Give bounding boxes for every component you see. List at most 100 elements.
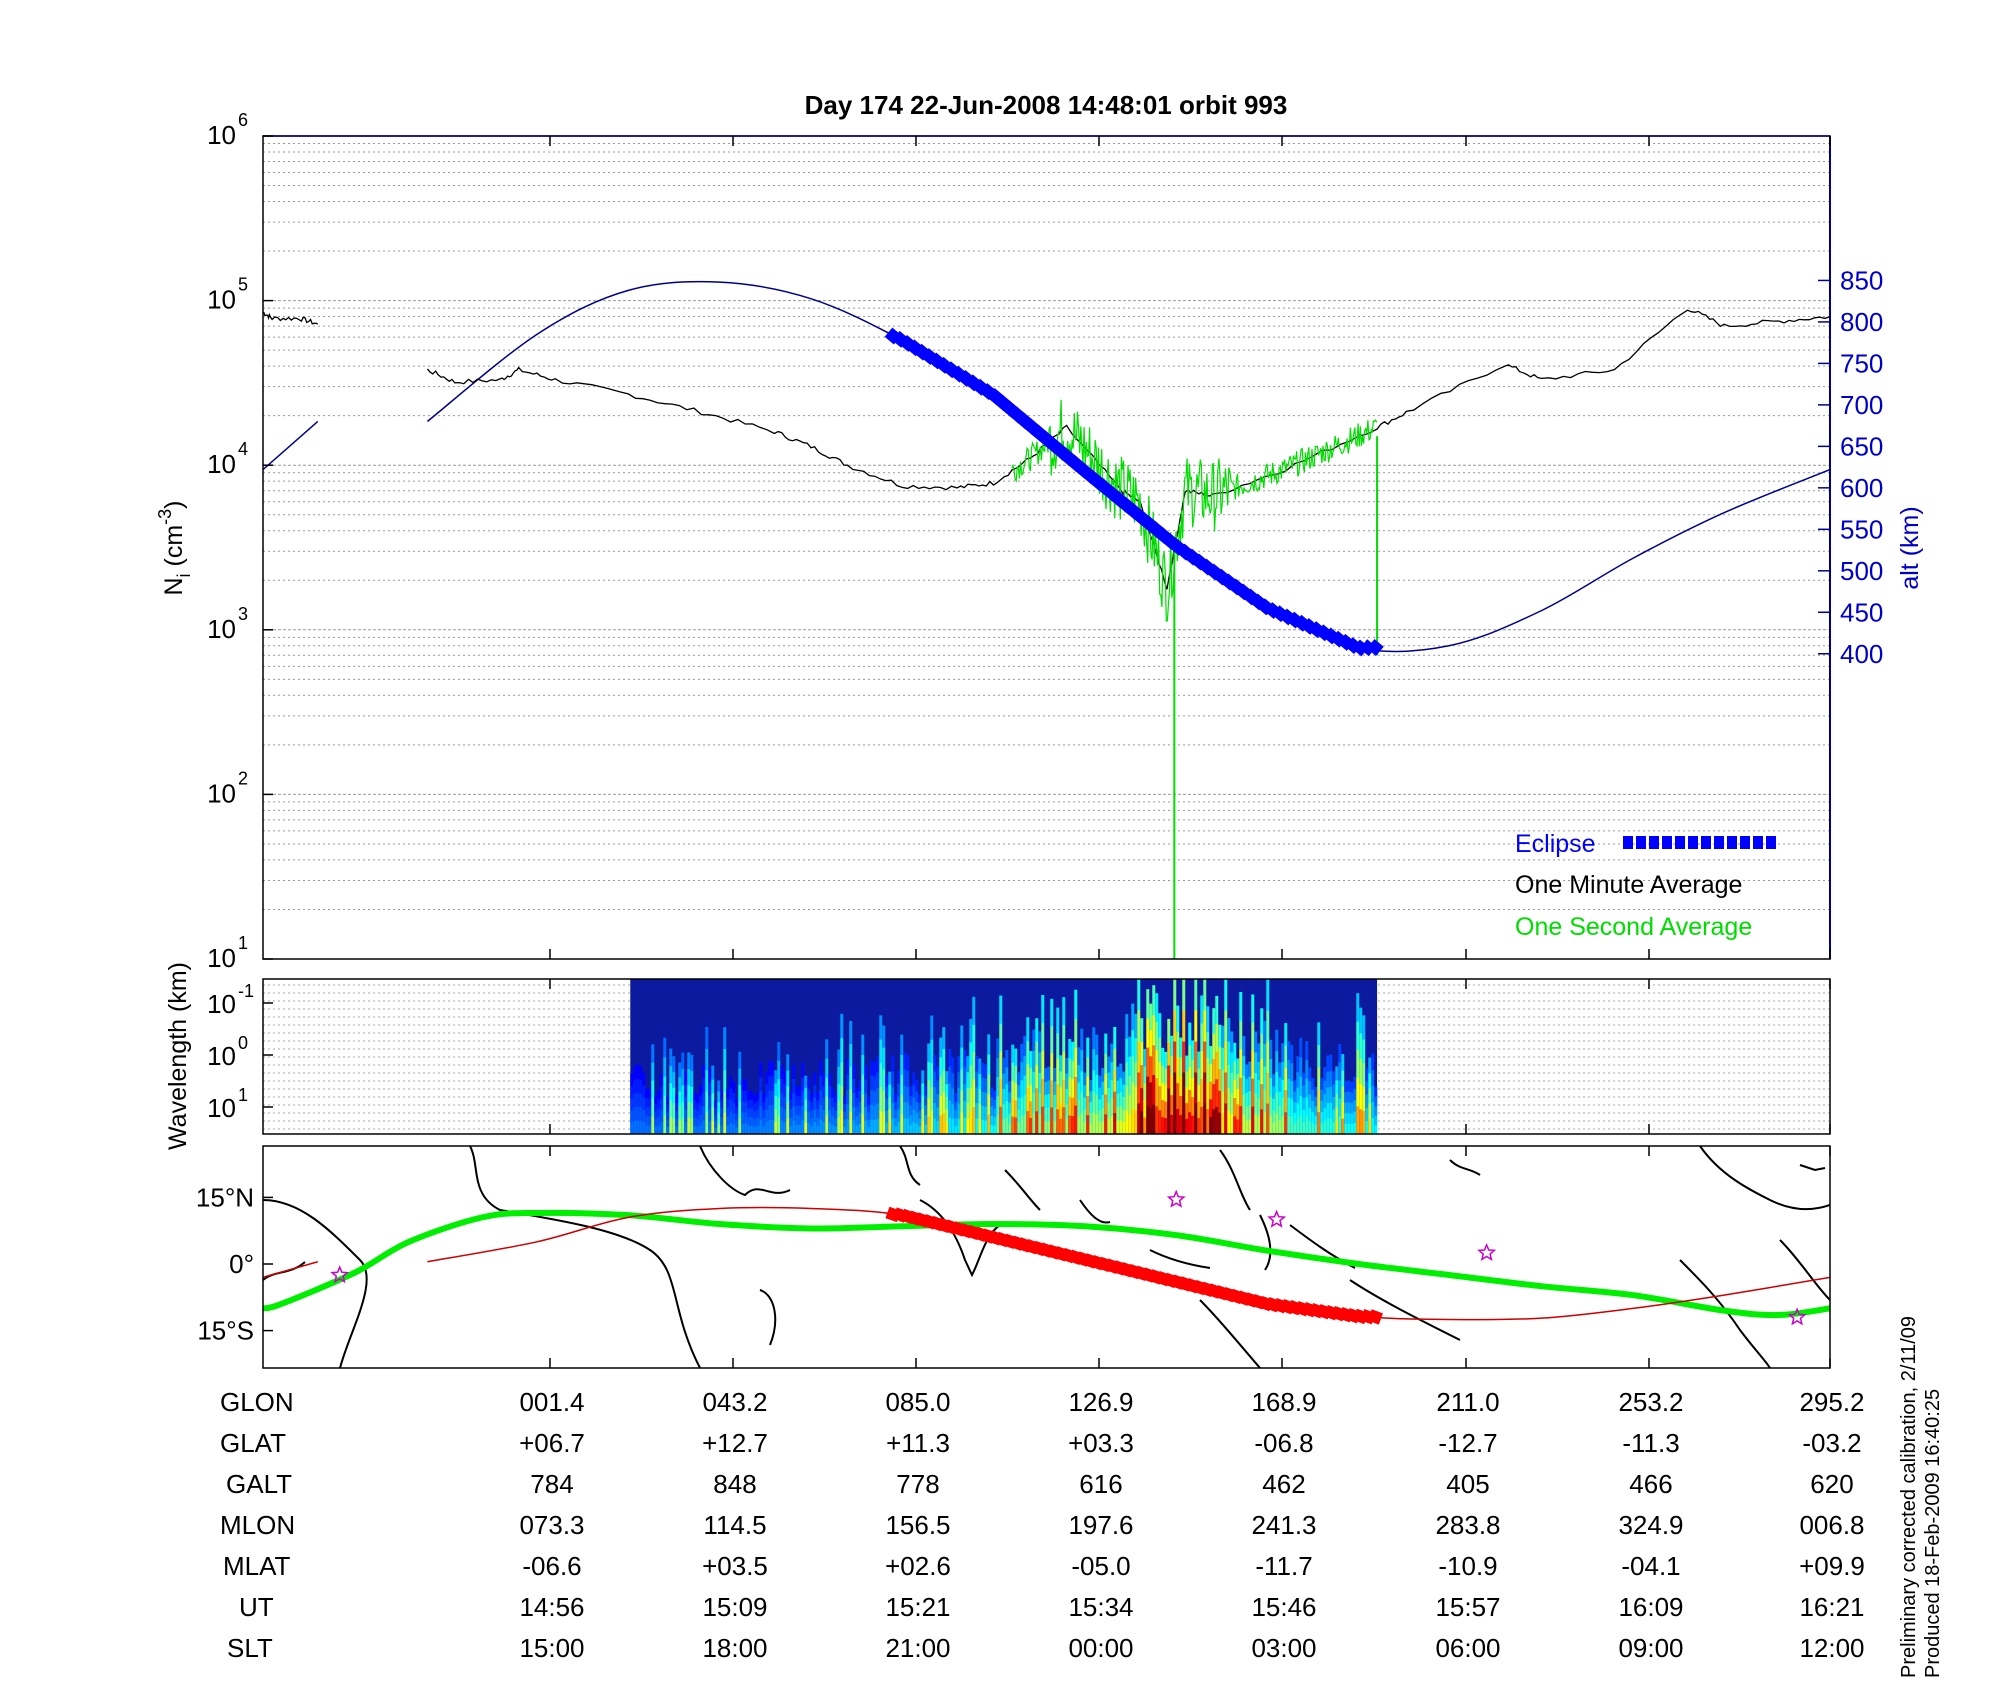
spec-column [1362,1110,1366,1135]
spec-column [1122,1071,1126,1085]
spec-column [1359,1108,1363,1135]
spec-column [930,1086,934,1111]
spec-column [1146,989,1150,1019]
spec-column [1146,1047,1150,1077]
spec-column [1146,1105,1150,1135]
spec-column [864,1079,868,1094]
spec-column [1092,1048,1096,1071]
spec-column [783,1071,787,1085]
spec-column [975,1055,979,1072]
spec-column [1350,1081,1354,1093]
table-cell: +09.9 [1799,1551,1865,1581]
spec-column [1170,1094,1174,1115]
spec-column [1116,1093,1120,1108]
spec-column [993,1099,997,1109]
spec-column [963,1066,967,1085]
spec-column [1263,1020,1267,1045]
spec-column [798,1095,802,1106]
spec-column [1053,1120,1057,1135]
table-cell: -06.6 [522,1551,581,1581]
spec-column [900,1054,904,1075]
spec-column [912,1121,916,1135]
spec-column [648,1124,652,1135]
spec-column [1026,1110,1030,1135]
spec-column [843,1118,847,1127]
spec-column [1236,1103,1240,1120]
spec-column [1293,1080,1297,1092]
spec-column [789,1091,793,1101]
spec-column [1344,1123,1348,1135]
spec-column [765,1121,769,1135]
spec-column [981,1105,985,1121]
spec-column [807,1077,811,1090]
spec-column [675,1118,679,1127]
spec-column [1299,1076,1303,1096]
spec-column [1056,1032,1060,1059]
spec-column [846,1074,850,1090]
spec-column [717,1080,721,1092]
spec-column [945,1108,949,1122]
spec-column [825,1039,829,1059]
spec-column [1326,1102,1330,1119]
spec-column [1212,1108,1216,1135]
spec-column [1194,979,1198,1011]
spec-column [1278,1062,1282,1078]
spec-column [792,1078,796,1093]
spec-column [1050,998,1054,1027]
spec-column [1191,1059,1195,1079]
spec-column [1224,1072,1228,1104]
spec-column [1041,994,1045,1024]
spec-column [774,1083,778,1097]
spec-column [1134,1013,1138,1039]
spec-y-tick-label: 10 [207,989,236,1019]
spec-column [720,1098,724,1108]
spec-column [1176,1056,1180,1084]
spec-column [1311,1111,1315,1124]
spec-column [687,1101,691,1119]
spec-column [1002,1073,1006,1089]
coastline [699,1146,791,1197]
spec-column [1323,1067,1327,1081]
spec-column [1215,1051,1219,1080]
spec-column [1119,1105,1123,1121]
spec-column [771,1075,775,1091]
spec-column [1149,1003,1153,1031]
spec-column [1068,1115,1072,1135]
spec-column [657,1116,661,1126]
spec-column [888,1071,892,1085]
spec-column [1104,1053,1108,1075]
spec-column [765,1071,769,1085]
legend-eclipse-swatch [1623,836,1776,849]
spec-column [660,1122,664,1135]
spec-column [858,1090,862,1103]
spec-column [795,1124,799,1135]
spec-column [708,1120,712,1135]
spectrogram-axes-box [262,978,1831,1135]
spec-column [654,1126,658,1135]
spec-column [1107,1103,1111,1120]
map-axes-box [262,1145,1831,1369]
spec-column [828,1097,832,1111]
spec-column [1059,1086,1063,1104]
table-cell: -06.8 [1254,1428,1313,1458]
spec-column [1113,1069,1117,1092]
spec-column [1335,1093,1339,1108]
spec-column [1200,1023,1204,1052]
spec-column [1122,1121,1126,1135]
spec-column [795,1114,799,1125]
spec-column [1206,1057,1210,1084]
spec-column [1359,1083,1363,1110]
spec-column [1173,1041,1177,1073]
spec-column [669,1116,673,1135]
legend-eclipse-marker [1714,836,1724,849]
spec-column [879,1039,883,1064]
coastline [1449,1159,1481,1176]
spec-column [687,1052,691,1070]
spec-column [669,1065,673,1084]
spec-column [1173,1103,1177,1135]
spec-column [930,1110,934,1135]
density-y-label: Ni (cm-3) [155,500,194,595]
spec-column [1191,1040,1195,1060]
spec-column [1200,1050,1204,1080]
spec-column [651,1062,655,1081]
